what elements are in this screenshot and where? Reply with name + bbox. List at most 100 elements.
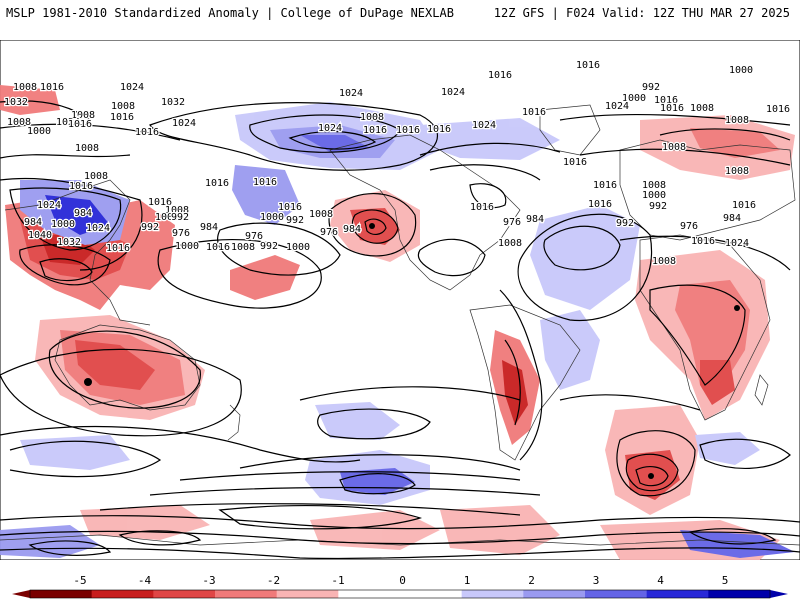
isobar-label: 1008 <box>662 142 686 153</box>
anomaly-shading <box>0 85 795 560</box>
isobar-1000-asia <box>39 258 93 282</box>
isobar-label: 976 <box>172 228 190 239</box>
isobar-label: 1008 <box>13 82 37 93</box>
isobar-label: 1016 <box>427 124 451 135</box>
isobar-label: 1024 <box>318 123 342 134</box>
isobar-label: 1016 <box>563 157 587 168</box>
isobar-label: 1016 <box>691 236 715 247</box>
isobar-1032-asia <box>9 187 122 251</box>
anomaly-africa-neg-core <box>675 280 750 390</box>
isobar-ant-1 <box>0 515 800 530</box>
isobar-label: 1016 <box>205 178 229 189</box>
isobar-1016-europe <box>559 113 791 126</box>
isobar-1024-ant <box>118 530 202 546</box>
low-center-satl <box>648 473 654 479</box>
isobar-label: 1024 <box>172 118 196 129</box>
isobar-1024-atl <box>543 225 621 271</box>
isobar-label: 1024 <box>725 238 749 249</box>
isobar-1016-npac <box>157 238 322 309</box>
isobar-1008-nwpac <box>0 100 91 121</box>
legend-band <box>646 590 709 598</box>
isobar-label: 976 <box>320 227 338 238</box>
isobar-label: 1016 <box>69 181 93 192</box>
isobar-label: 1024 <box>56 117 80 128</box>
legend-band <box>400 590 463 598</box>
anomaly-bering-pos <box>232 165 300 225</box>
coastlines <box>0 104 800 546</box>
anomaly-nw-asia-neg <box>0 85 60 115</box>
legend-min-arrow <box>12 590 30 598</box>
legend-tick-label: 2 <box>528 574 535 587</box>
isobar-label: 1000 <box>622 93 646 104</box>
isobar-label: 1000 <box>175 241 199 252</box>
legend-tick-label: -5 <box>73 574 86 587</box>
legend-max-arrow <box>770 590 788 598</box>
isobar-1016-africa <box>619 235 791 271</box>
isobar-label: 1016 <box>40 82 64 93</box>
isobar-low-goa-inner <box>364 218 387 235</box>
isobar-label: 1008 <box>71 110 95 121</box>
legend-band <box>153 590 216 598</box>
isobar-label: 1016 <box>110 112 134 123</box>
legend-band <box>30 590 93 598</box>
isobar-1016-goa <box>328 192 417 257</box>
isobar-1024-npac <box>149 102 438 171</box>
isobar-1016-sindian <box>0 425 361 463</box>
legend-tick-label: -2 <box>267 574 280 587</box>
isobar-label: 1016 <box>522 107 546 118</box>
isobar-label: 1008 <box>642 180 666 191</box>
legend-tick-label: 4 <box>657 574 664 587</box>
legend-tick-label: -1 <box>331 574 344 587</box>
isobar-label: 992 <box>642 82 660 93</box>
isobar-label: 1008 <box>111 101 135 112</box>
isobar-label: 1008 <box>309 209 333 220</box>
legend-band <box>461 590 524 598</box>
isobar-label: 1000 <box>27 126 51 137</box>
isobar-label: 1016 <box>732 200 756 211</box>
isobar-label: 1024 <box>441 87 465 98</box>
isobar-label: 992 <box>649 201 667 212</box>
isobar-label: 1016 <box>148 197 172 208</box>
isobar-label: 984 <box>74 208 92 219</box>
isobar-1040-npac <box>288 131 377 150</box>
legend-band <box>338 590 401 598</box>
coast-australia <box>54 324 201 411</box>
legend-color-bar <box>12 589 788 599</box>
isobar-984-satl <box>635 466 669 487</box>
isobar-992-spac <box>149 486 541 496</box>
legend-tick-label: 0 <box>399 574 406 587</box>
isobar-label: 1016 <box>654 95 678 106</box>
isobar-label: 1016 <box>588 199 612 210</box>
isobar-label: 1008 <box>7 117 31 128</box>
isobar-1000-spac <box>179 471 521 481</box>
coast-north-america <box>329 134 521 291</box>
isobar-label: 1024 <box>339 88 363 99</box>
low-center-africa <box>734 305 740 311</box>
isobar-label: 984 <box>24 217 42 228</box>
legend-band <box>276 590 339 598</box>
isobar-label: 992 <box>171 212 189 223</box>
legend-band <box>523 590 586 598</box>
isobar-label: 976 <box>680 221 698 232</box>
isobar-label: 1016 <box>766 104 790 115</box>
anomaly-indian-pos <box>20 435 130 470</box>
isobar-label: 1008 <box>231 242 255 253</box>
isobar-label: 1016 <box>135 127 159 138</box>
anomaly-color-scale: -5 -4 -3 -2 -1 0 1 2 3 4 5 <box>12 574 788 599</box>
isobar-1024-asia <box>0 177 143 271</box>
isobar-label: 1024 <box>120 82 144 93</box>
isobar-labels: 1024103210401024103210081016102410161008… <box>3 59 792 269</box>
isobar-label: 1008 <box>165 205 189 216</box>
anomaly-siberia-pos-core <box>45 195 110 235</box>
isobar-label: 1000 <box>260 212 284 223</box>
anomaly-africa-neg-max <box>700 360 735 405</box>
legend-tick-label: -3 <box>202 574 215 587</box>
isobar-1024-arctic <box>429 164 541 181</box>
isobar-1016-asia <box>0 154 131 159</box>
isobars <box>0 100 800 560</box>
isobar-label: 1008 <box>725 166 749 177</box>
map-header: MSLP 1981-2010 Standardized Anomaly | Co… <box>0 0 800 26</box>
isobar-label: 992 <box>616 218 634 229</box>
low-center-australia <box>84 378 92 386</box>
isobar-label: 1016 <box>576 60 600 71</box>
